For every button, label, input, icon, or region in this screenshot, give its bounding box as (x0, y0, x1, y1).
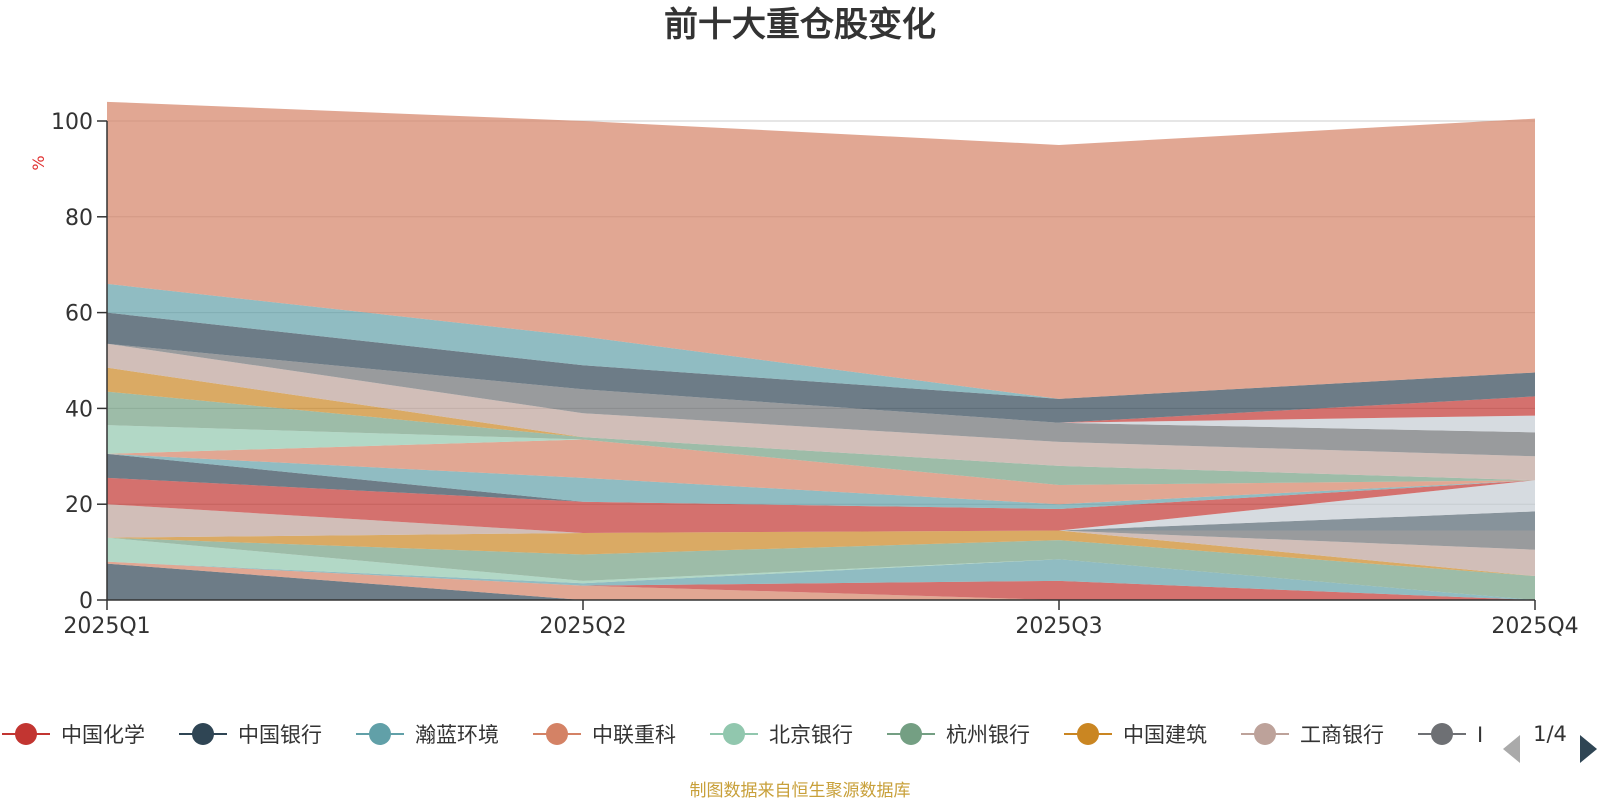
x-tick-label-2025Q4: 2025Q4 (1491, 614, 1578, 639)
legend-marker-icon (1077, 723, 1099, 745)
y-tick-label-0: 0 (79, 589, 93, 614)
legend-label: 瀚蓝环境 (415, 723, 499, 747)
area-series-4 (107, 559, 1535, 600)
area-series (107, 101, 1535, 600)
legend-label: 北京银行 (769, 723, 853, 747)
legend-marker-icon (15, 723, 37, 745)
area-series-16 (107, 425, 1535, 486)
legend-label: 中联重科 (592, 723, 676, 747)
x-tick-label-2025Q1: 2025Q1 (63, 614, 150, 639)
area-series-2 (107, 561, 1535, 600)
y-axis-ticks: 0 20 40 60 80 100 (51, 110, 107, 614)
legend-item-8[interactable]: 工商银行 (1241, 723, 1384, 747)
area-series-25 (107, 101, 1535, 399)
legend-marker-icon (723, 723, 745, 745)
area-series-22 (107, 343, 1535, 423)
area-series-1 (107, 563, 1535, 600)
legend-marker-icon (1431, 723, 1453, 745)
area-series-14 (107, 453, 1535, 509)
area-series-21 (107, 343, 1535, 433)
x-tick-label-2025Q3: 2025Q3 (1015, 614, 1102, 639)
legend-item-1[interactable]: 中国化学 (2, 723, 145, 747)
x-tick-label-2025Q2: 2025Q2 (539, 614, 626, 639)
legend-marker-icon (192, 723, 214, 745)
area-series-19 (107, 343, 1535, 481)
legend-item-6[interactable]: 杭州银行 (887, 723, 1030, 747)
legend-prev-arrow-icon[interactable] (1503, 735, 1520, 763)
area-series-24 (107, 283, 1535, 399)
legend-item-7[interactable]: 中国建筑 (1064, 723, 1207, 747)
legend-marker-icon (900, 723, 922, 745)
axes (106, 121, 1535, 601)
legend-label: 杭州银行 (946, 723, 1030, 747)
legend-marker-icon (1254, 723, 1276, 745)
area-series-12 (107, 477, 1535, 533)
legend-page-indicator: 1/4 (1533, 722, 1567, 746)
y-tick-label-20: 20 (65, 493, 93, 518)
legend-label: I (1477, 723, 1483, 747)
legend-item-2[interactable]: 中国银行 (179, 723, 322, 747)
legend-item-9[interactable]: I (1418, 723, 1483, 747)
area-series-7 (107, 530, 1535, 577)
y-tick-label-100: 100 (51, 110, 93, 135)
x-axis-ticks: 2025Q1 2025Q2 2025Q3 2025Q4 (63, 600, 1579, 639)
legend-item-4[interactable]: 中联重科 (533, 723, 676, 747)
area-series-13 (107, 453, 1535, 509)
y-axis-unit: % (29, 155, 48, 170)
area-series-3 (107, 561, 1535, 600)
area-series-15 (107, 439, 1535, 505)
legend-label: 中国建筑 (1123, 723, 1207, 747)
area-series-8 (107, 504, 1535, 577)
legend-label: 中国化学 (61, 723, 145, 747)
legend-label: 中国银行 (238, 723, 322, 747)
legend-marker-icon (546, 723, 568, 745)
legend-item-5[interactable]: 北京银行 (710, 723, 853, 747)
legend-pager: 1/4 (1503, 722, 1597, 763)
y-tick-label-60: 60 (65, 302, 93, 327)
area-series-23 (107, 312, 1535, 423)
y-tick-label-40: 40 (65, 397, 93, 422)
source-note: 制图数据来自恒生聚源数据库 (690, 781, 911, 800)
area-series-20 (107, 343, 1535, 457)
area-series-6 (107, 537, 1535, 600)
legend-next-arrow-icon[interactable] (1580, 735, 1597, 763)
area-series-11 (107, 480, 1535, 533)
chart-title: 前十大重仓股变化 (664, 5, 936, 45)
area-series-10 (107, 504, 1535, 533)
legend-item-3[interactable]: 瀚蓝环境 (356, 723, 499, 747)
legend-label: 工商银行 (1300, 723, 1384, 747)
legend-marker-icon (369, 723, 391, 745)
area-series-5 (107, 537, 1535, 600)
y-tick-label-80: 80 (65, 206, 93, 231)
legend: 中国化学 中国银行 瀚蓝环境 中联重科 北京银行 杭州银行 中国建筑 工商银行 I (2, 723, 1483, 747)
